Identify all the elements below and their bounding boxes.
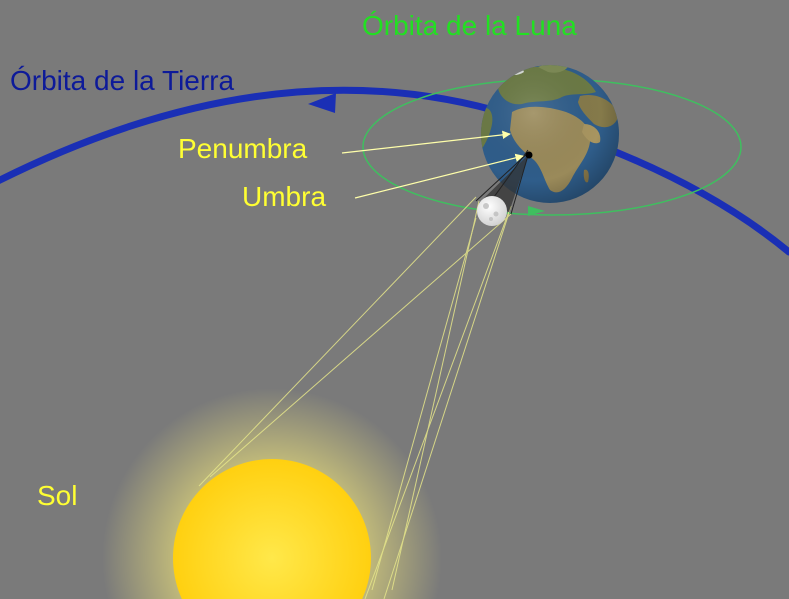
earth-orbit-arrow-icon (308, 93, 336, 113)
penumbra-pointer (341, 130, 511, 154)
umbra-pointer (354, 153, 524, 199)
umbra-label: Umbra (242, 181, 327, 212)
penumbra-label: Penumbra (178, 133, 308, 164)
moon-orbit-arrow-icon (528, 206, 545, 216)
umbra-point (525, 151, 533, 159)
sun-label: Sol (37, 480, 78, 511)
earth-orbit-path (0, 86, 789, 256)
sun (173, 459, 371, 599)
moon (477, 196, 507, 226)
moon-orbit-label: Órbita de la Luna (362, 10, 577, 41)
light-rays (198, 196, 512, 599)
moon-craters (483, 203, 499, 221)
earth-orbit-label: Órbita de la Tierra (10, 65, 235, 96)
